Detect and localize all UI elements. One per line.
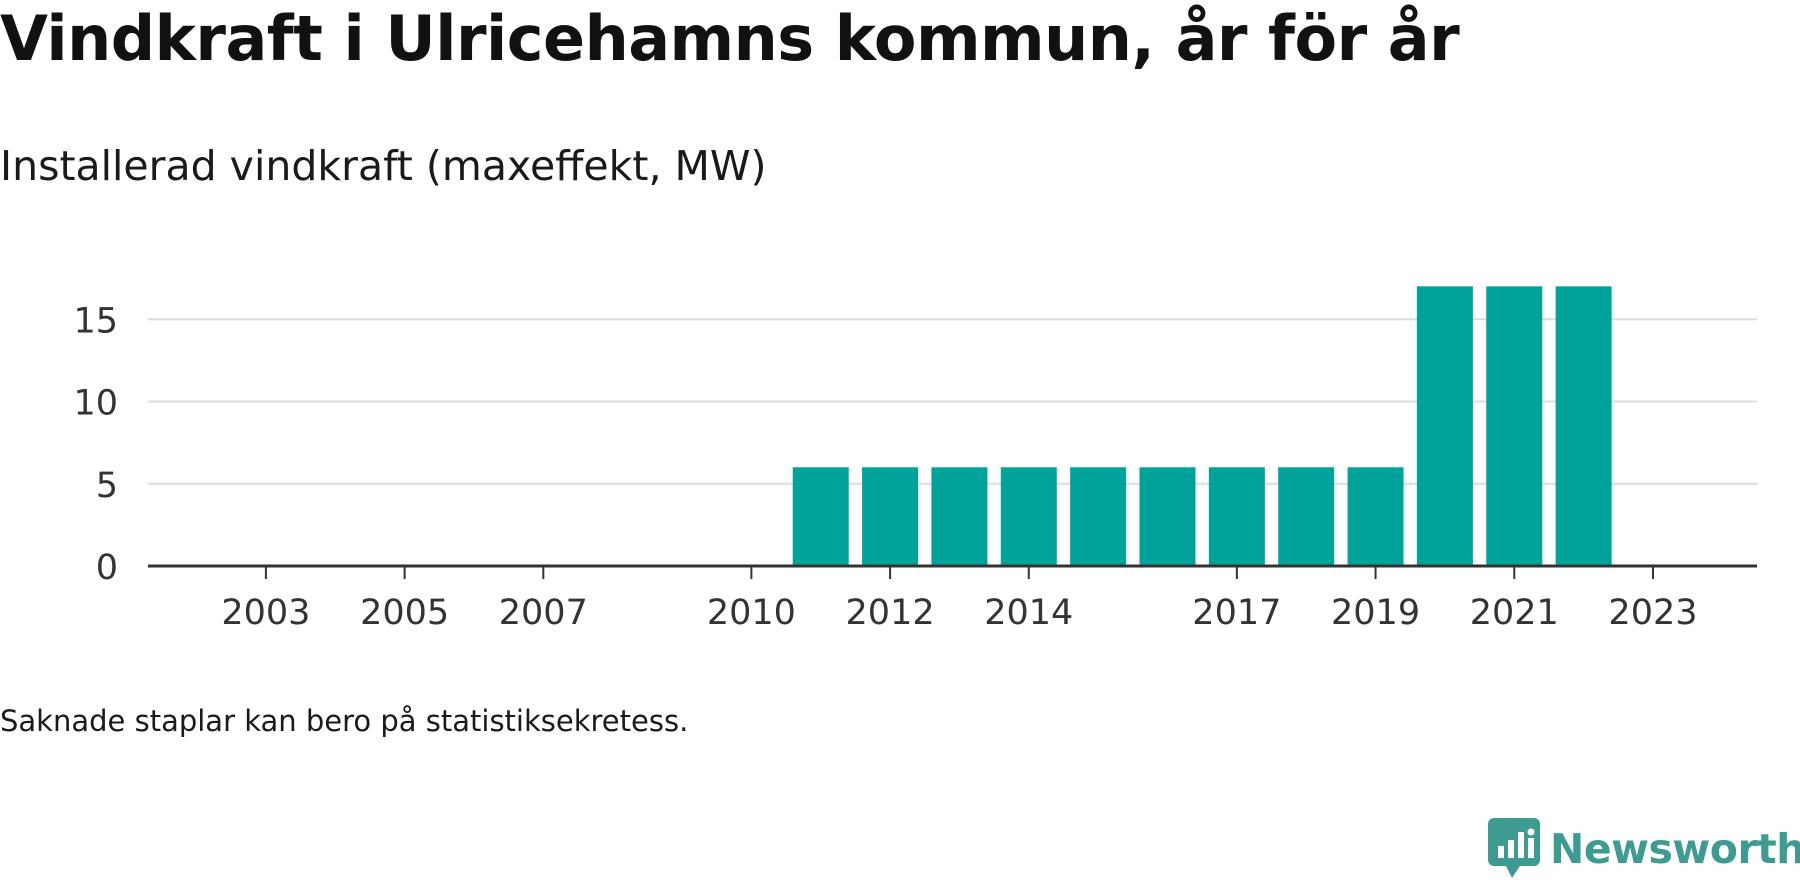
x-tick-label: 2019 [1331, 593, 1420, 633]
x-tick-label: 2010 [707, 593, 796, 633]
chart-title: Vindkraft i Ulricehamns kommun, år för å… [0, 2, 1460, 75]
bar-2014 [1000, 467, 1057, 566]
x-tick-label: 2023 [1608, 593, 1697, 633]
y-tick-label: 10 [73, 384, 118, 424]
bar-2022 [1555, 286, 1612, 566]
x-tick-label: 2014 [984, 593, 1073, 633]
bar-2013 [931, 467, 988, 566]
bar-2015 [1070, 467, 1127, 566]
bar-2019 [1347, 467, 1404, 566]
y-tick-label: 5 [96, 466, 118, 506]
newsworthy-logo-icon [1488, 818, 1540, 878]
x-tick-label: 2005 [360, 593, 449, 633]
x-tick-label: 2017 [1192, 593, 1281, 633]
footnote: Saknade staplar kan bero på statistiksek… [0, 704, 689, 738]
y-tick-label: 15 [73, 301, 118, 341]
bar-2018 [1278, 467, 1335, 566]
brand-logo: Newsworthy [1488, 818, 1800, 880]
x-tick-label: 2021 [1470, 593, 1559, 633]
bar-2021 [1486, 286, 1543, 566]
x-tick-label: 2007 [499, 593, 588, 633]
bar-2016 [1139, 467, 1196, 566]
brand-name: Newsworthy [1550, 825, 1800, 873]
bar-2020 [1416, 286, 1473, 566]
x-tick-label: 2003 [221, 593, 310, 633]
chart-subtitle: Installerad vindkraft (maxeffekt, MW) [0, 142, 767, 190]
bar-2011 [792, 467, 849, 566]
x-tick-label: 2012 [846, 593, 935, 633]
bar-2017 [1208, 467, 1265, 566]
y-tick-label: 0 [96, 548, 118, 588]
bar-2012 [862, 467, 919, 566]
